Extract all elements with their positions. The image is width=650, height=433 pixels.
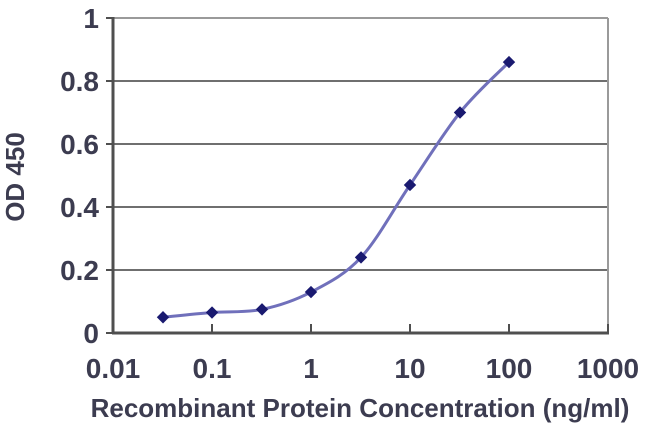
tick-labels: 0.01 0.1 1 10 100 1000 0 0.2 0.4 0.6 0.8 1	[60, 3, 639, 384]
y-tick-label: 1	[83, 3, 99, 34]
x-tick-label: 1	[303, 353, 319, 384]
data-point-diamond	[453, 106, 467, 119]
plot-frame	[111, 17, 609, 335]
series-line	[161, 60, 511, 319]
x-tick-label: 0.1	[193, 353, 232, 384]
y-tick-label: 0.6	[60, 129, 99, 160]
x-axis-title: Recombinant Protein Concentration (ng/ml…	[91, 393, 630, 423]
y-axis-title: OD 450	[0, 132, 30, 222]
y-tick-label: 0	[83, 318, 99, 349]
axis-ticks	[106, 17, 609, 334]
x-tick-label: 0.01	[86, 353, 141, 384]
data-point-diamond	[502, 55, 516, 69]
data-point-diamond	[255, 303, 269, 316]
data-series	[156, 55, 516, 324]
y-tick-label: 0.4	[60, 192, 99, 223]
x-tick-label: 100	[486, 353, 533, 384]
x-tick-label: 1000	[577, 353, 639, 384]
data-point-diamond	[304, 285, 318, 299]
gridlines	[113, 80, 608, 271]
data-point-diamond	[354, 251, 368, 264]
data-point-diamond	[403, 178, 417, 192]
y-tick-label: 0.8	[60, 66, 99, 97]
data-point-diamond	[156, 311, 170, 324]
x-tick-label: 10	[394, 353, 425, 384]
y-tick-label: 0.2	[60, 255, 99, 286]
data-point-diamond	[205, 306, 219, 319]
